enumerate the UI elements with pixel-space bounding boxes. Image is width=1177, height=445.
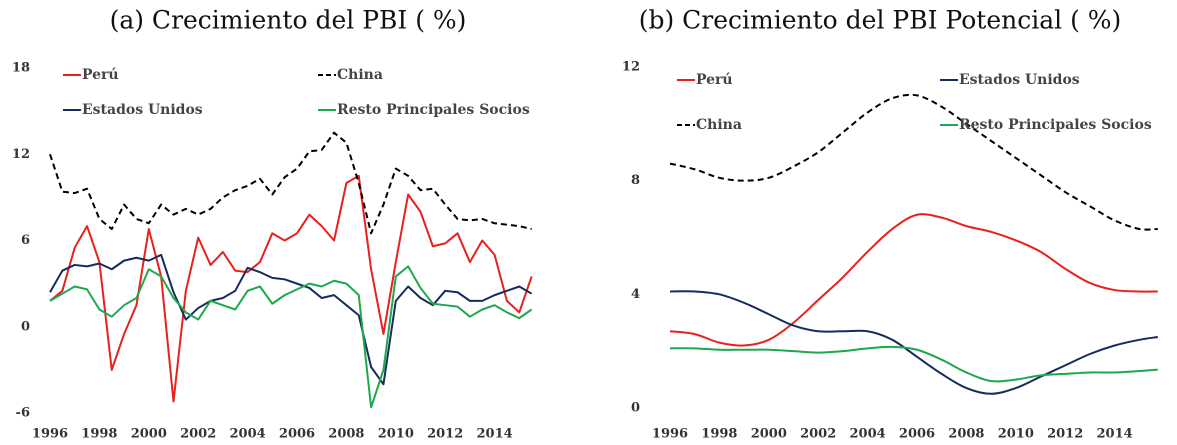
x-tick-label: 2000 xyxy=(751,427,787,442)
x-tick-label: 2004 xyxy=(850,427,886,442)
series-line xyxy=(49,265,533,409)
legend-label: Perú xyxy=(82,67,119,83)
legend-label: Estados Unidos xyxy=(959,72,1080,88)
x-tick-label: 2006 xyxy=(899,427,935,442)
x-tick-label: 2000 xyxy=(131,427,167,442)
legend-label: Resto Principales Socios xyxy=(959,117,1152,133)
y-tick-label: 12 xyxy=(622,60,640,75)
x-tick-label: 2008 xyxy=(328,427,364,442)
x-tick-label: 2014 xyxy=(1097,427,1133,442)
x-tick-label: 2010 xyxy=(378,427,414,442)
series-line xyxy=(669,213,1158,347)
series-line xyxy=(49,174,533,403)
x-tick-label: 1996 xyxy=(652,427,688,442)
y-tick-label: 8 xyxy=(631,173,640,188)
series-line xyxy=(669,93,1158,231)
x-tick-label: 1998 xyxy=(701,427,737,442)
legend-label: Perú xyxy=(696,72,733,88)
y-tick-label: 12 xyxy=(12,147,30,162)
series-line xyxy=(49,253,533,386)
legend-label: Resto Principales Socios xyxy=(337,102,530,118)
y-tick-label: -6 xyxy=(16,406,30,421)
legend-label: China xyxy=(696,117,742,133)
legend-label: China xyxy=(337,67,383,83)
x-tick-label: 1998 xyxy=(81,427,117,442)
series-line xyxy=(669,290,1158,395)
y-tick-label: 0 xyxy=(631,401,640,416)
x-tick-label: 2006 xyxy=(279,427,315,442)
x-tick-label: 2014 xyxy=(477,427,513,442)
x-tick-label: 2004 xyxy=(230,427,266,442)
x-tick-label: 1996 xyxy=(32,427,68,442)
y-tick-label: 18 xyxy=(12,61,30,76)
x-tick-label: 2012 xyxy=(427,427,463,442)
chart-title: (b) Crecimiento del PBI Potencial ( %) xyxy=(639,6,1122,35)
x-tick-label: 2012 xyxy=(1047,427,1083,442)
y-tick-label: 6 xyxy=(21,233,30,248)
x-tick-label: 2008 xyxy=(948,427,984,442)
y-tick-label: 0 xyxy=(21,319,30,334)
series-line xyxy=(669,345,1158,383)
x-tick-label: 2002 xyxy=(800,427,836,442)
chart-title: (a) Crecimiento del PBI ( %) xyxy=(110,6,467,35)
x-tick-label: 2010 xyxy=(998,427,1034,442)
x-tick-label: 2002 xyxy=(180,427,216,442)
series-line xyxy=(49,131,532,235)
y-tick-label: 4 xyxy=(631,287,640,302)
legend-label: Estados Unidos xyxy=(82,102,203,118)
